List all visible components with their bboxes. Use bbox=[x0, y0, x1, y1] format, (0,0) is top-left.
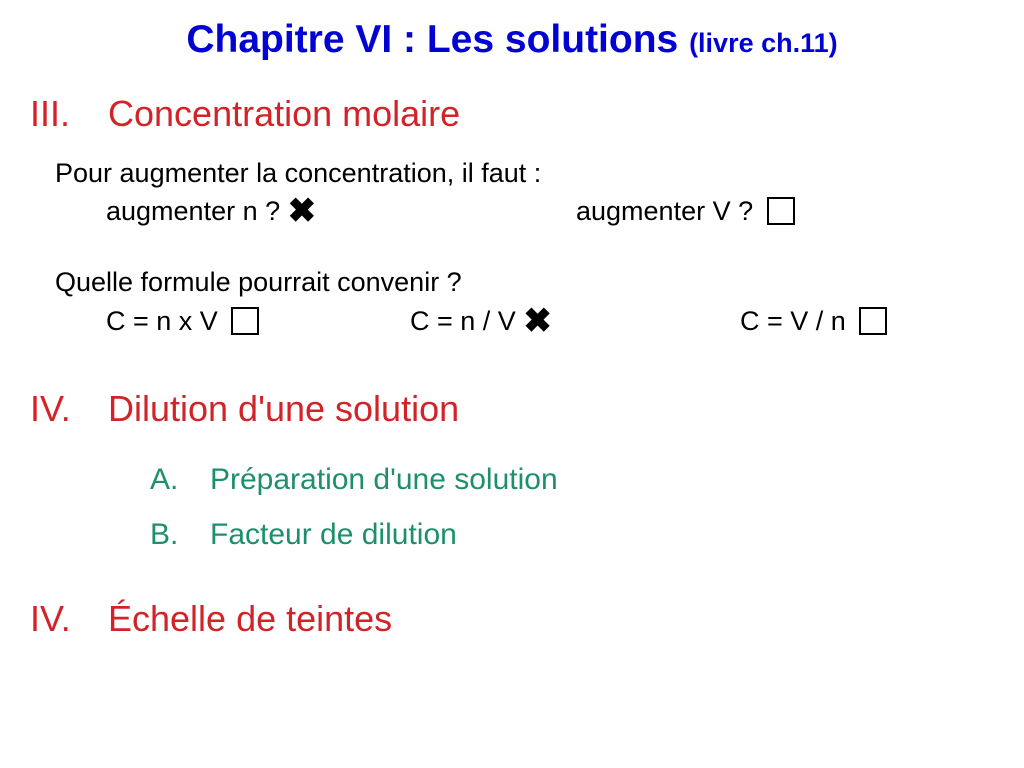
slide: Chapitre VI : Les solutions (livre ch.11… bbox=[0, 0, 1024, 768]
cross-icon: ✖ bbox=[288, 192, 317, 230]
checkbox-empty-icon bbox=[231, 307, 259, 335]
cross-icon: ✖ bbox=[523, 302, 552, 340]
sub-a-label: Préparation d'une solution bbox=[210, 463, 558, 496]
q2-text: Quelle formule pourrait convenir ? bbox=[55, 267, 462, 298]
checkbox-empty-icon bbox=[767, 197, 795, 225]
section-iii-heading: III.Concentration molaire bbox=[30, 93, 460, 135]
sub-a: A.Préparation d'une solution bbox=[150, 463, 558, 497]
section-iv-roman: IV. bbox=[30, 388, 108, 430]
title-sub: (livre ch.11) bbox=[689, 28, 838, 58]
q1-opt-a-label: augmenter n ? bbox=[106, 196, 280, 226]
sub-a-letter: A. bbox=[150, 463, 210, 497]
q1-text: Pour augmenter la concentration, il faut… bbox=[55, 158, 541, 189]
sub-b-label: Facteur de dilution bbox=[210, 518, 457, 551]
q1-option-a: augmenter n ? ✖ bbox=[106, 196, 316, 227]
q2-opt-c-label: C = V / n bbox=[740, 306, 846, 336]
page-title: Chapitre VI : Les solutions (livre ch.11… bbox=[0, 18, 1024, 62]
section-v-roman: IV. bbox=[30, 598, 108, 640]
section-v-heading: IV.Échelle de teintes bbox=[30, 598, 392, 640]
section-iii-label: Concentration molaire bbox=[108, 93, 460, 134]
q2-option-c: C = V / n bbox=[740, 306, 887, 337]
section-iv-label: Dilution d'une solution bbox=[108, 388, 459, 429]
q1-option-b: augmenter V ? bbox=[576, 196, 795, 227]
q2-option-b: C = n / V ✖ bbox=[410, 306, 552, 337]
q2-opt-a-label: C = n x V bbox=[106, 306, 218, 336]
title-main: Chapitre VI : Les solutions bbox=[186, 18, 689, 61]
sub-b: B.Facteur de dilution bbox=[150, 518, 457, 552]
q2-opt-b-label: C = n / V bbox=[410, 306, 516, 336]
section-iv-heading: IV.Dilution d'une solution bbox=[30, 388, 459, 430]
section-v-label: Échelle de teintes bbox=[108, 598, 392, 639]
q2-option-a: C = n x V bbox=[106, 306, 259, 337]
section-iii-roman: III. bbox=[30, 93, 108, 135]
checkbox-empty-icon bbox=[859, 307, 887, 335]
q1-opt-b-label: augmenter V ? bbox=[576, 196, 753, 226]
sub-b-letter: B. bbox=[150, 518, 210, 552]
